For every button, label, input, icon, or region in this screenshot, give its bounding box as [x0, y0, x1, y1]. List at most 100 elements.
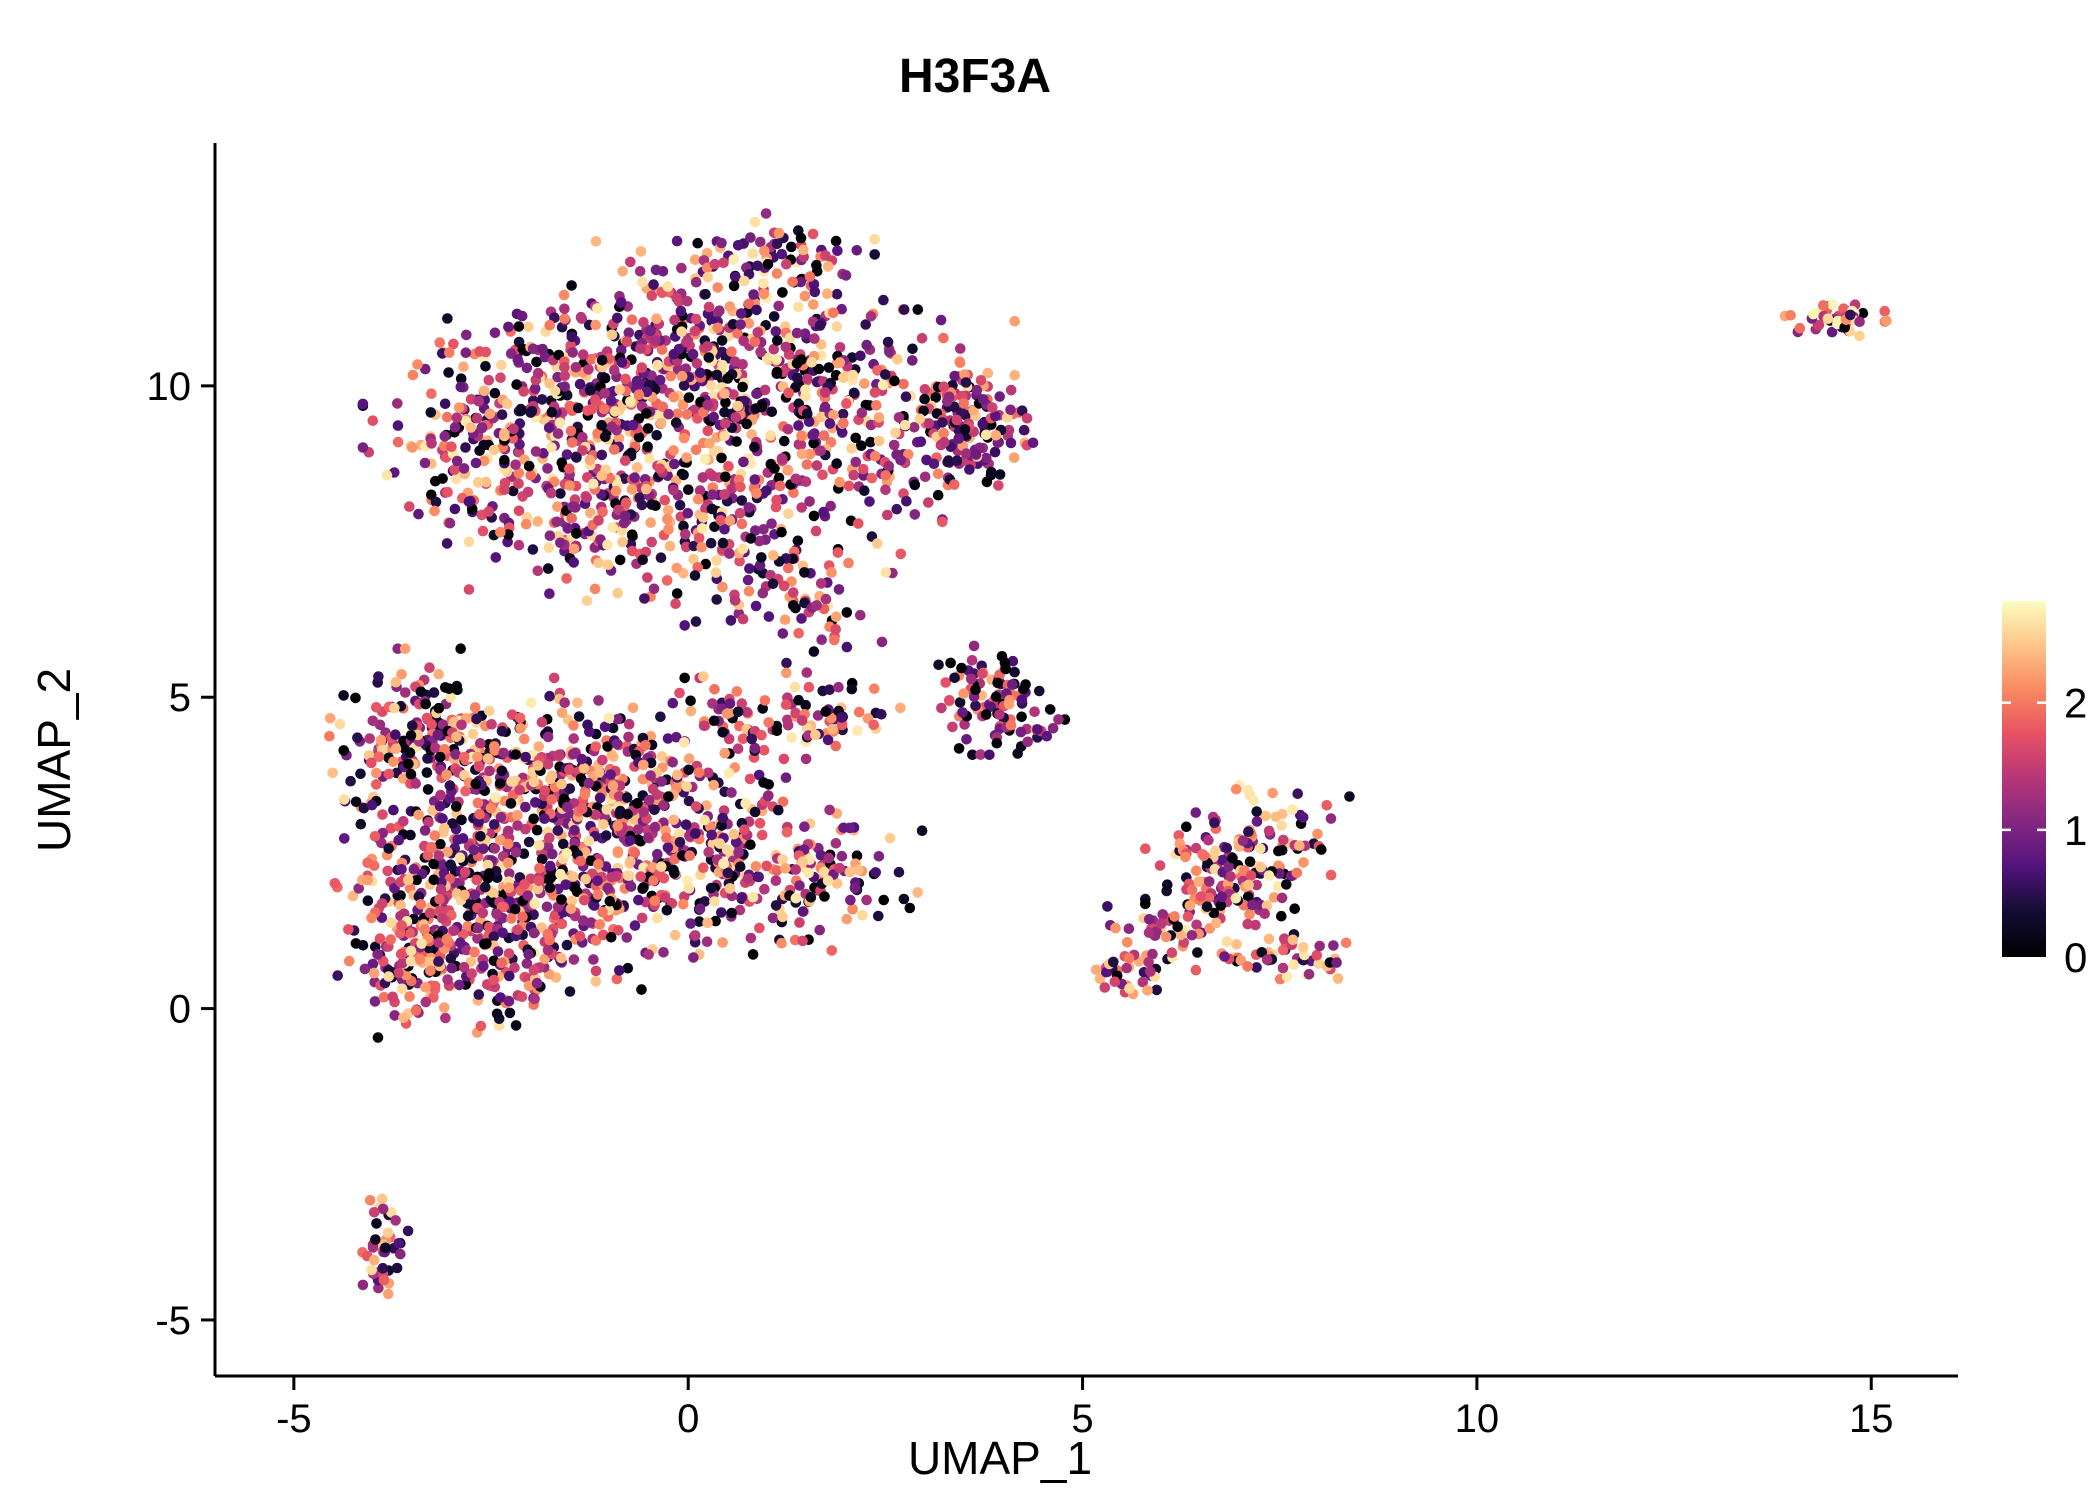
data-point	[851, 850, 863, 861]
data-point	[371, 779, 382, 790]
data-point	[683, 795, 695, 807]
data-point	[831, 878, 843, 889]
data-point	[663, 524, 674, 535]
data-point	[373, 1282, 384, 1294]
data-point	[871, 400, 882, 411]
data-point	[411, 874, 422, 886]
data-point	[1122, 937, 1133, 948]
data-point	[512, 809, 523, 821]
data-point	[594, 792, 606, 804]
data-point	[796, 448, 808, 460]
data-point	[437, 473, 448, 484]
data-point	[1312, 828, 1323, 840]
data-point	[597, 929, 609, 941]
data-point	[747, 248, 759, 259]
data-point	[442, 974, 453, 985]
data-point	[936, 702, 947, 714]
data-point	[432, 729, 444, 741]
data-point	[546, 770, 558, 781]
data-point	[611, 738, 623, 750]
data-point	[455, 643, 467, 654]
data-point	[629, 847, 641, 858]
data-point	[1018, 683, 1029, 695]
data-point	[882, 509, 893, 521]
data-point	[1292, 788, 1303, 799]
data-point	[528, 964, 540, 976]
data-point	[668, 391, 679, 403]
data-point	[545, 487, 557, 499]
data-point	[494, 778, 506, 789]
data-point	[616, 297, 627, 309]
data-point	[531, 824, 543, 836]
data-point	[956, 662, 967, 674]
data-point	[456, 814, 467, 826]
data-point	[421, 767, 433, 778]
data-point	[737, 543, 749, 555]
data-point	[399, 643, 411, 654]
data-point	[755, 236, 766, 248]
data-point	[847, 369, 859, 381]
data-point	[1022, 736, 1033, 748]
data-point	[596, 419, 607, 431]
data-point	[669, 458, 680, 470]
data-point	[555, 537, 566, 549]
data-point	[991, 737, 1003, 749]
data-point	[546, 442, 557, 453]
data-point	[808, 299, 819, 310]
data-point	[619, 455, 631, 467]
data-point	[693, 532, 705, 544]
data-point	[499, 428, 510, 439]
data-point	[1276, 892, 1288, 904]
data-point	[1250, 919, 1261, 931]
data-point	[703, 301, 715, 313]
data-point	[489, 741, 500, 752]
data-point	[429, 505, 440, 517]
data-point	[702, 399, 713, 411]
data-point	[834, 342, 846, 353]
data-point	[1007, 679, 1018, 690]
data-point	[561, 801, 573, 813]
data-point	[382, 1227, 394, 1239]
scatter-points-layer	[324, 208, 1892, 1300]
data-point	[528, 776, 540, 788]
data-point	[776, 248, 788, 260]
data-point	[714, 838, 726, 849]
data-point	[720, 397, 731, 408]
data-point	[1155, 918, 1167, 929]
data-point	[489, 387, 501, 399]
data-point	[1193, 876, 1205, 887]
data-point	[749, 742, 761, 754]
data-point	[907, 355, 918, 366]
data-point	[1016, 405, 1028, 417]
data-point	[444, 780, 456, 791]
colorbar-tick-label: 1	[2064, 807, 2087, 854]
data-point	[787, 276, 798, 288]
data-point	[1090, 964, 1102, 976]
data-point	[674, 687, 685, 699]
data-point	[756, 729, 767, 741]
data-point	[589, 583, 601, 595]
data-point	[710, 915, 721, 927]
data-point	[532, 760, 544, 771]
data-point	[482, 859, 494, 871]
data-point	[478, 960, 489, 972]
data-point	[820, 593, 832, 605]
data-point	[643, 794, 655, 806]
data-point	[1110, 922, 1121, 934]
data-point	[518, 848, 530, 859]
data-point	[555, 488, 566, 499]
data-point	[671, 731, 682, 743]
data-point	[420, 982, 431, 993]
data-point	[539, 785, 551, 796]
data-point	[872, 538, 883, 549]
data-point	[386, 1207, 397, 1218]
data-point	[843, 557, 854, 569]
data-point	[705, 380, 717, 392]
data-point	[722, 373, 733, 384]
data-point	[732, 240, 744, 251]
data-point	[478, 439, 490, 451]
data-point	[990, 430, 1002, 441]
data-point	[523, 321, 534, 333]
data-point	[750, 403, 762, 414]
data-point	[646, 290, 658, 302]
